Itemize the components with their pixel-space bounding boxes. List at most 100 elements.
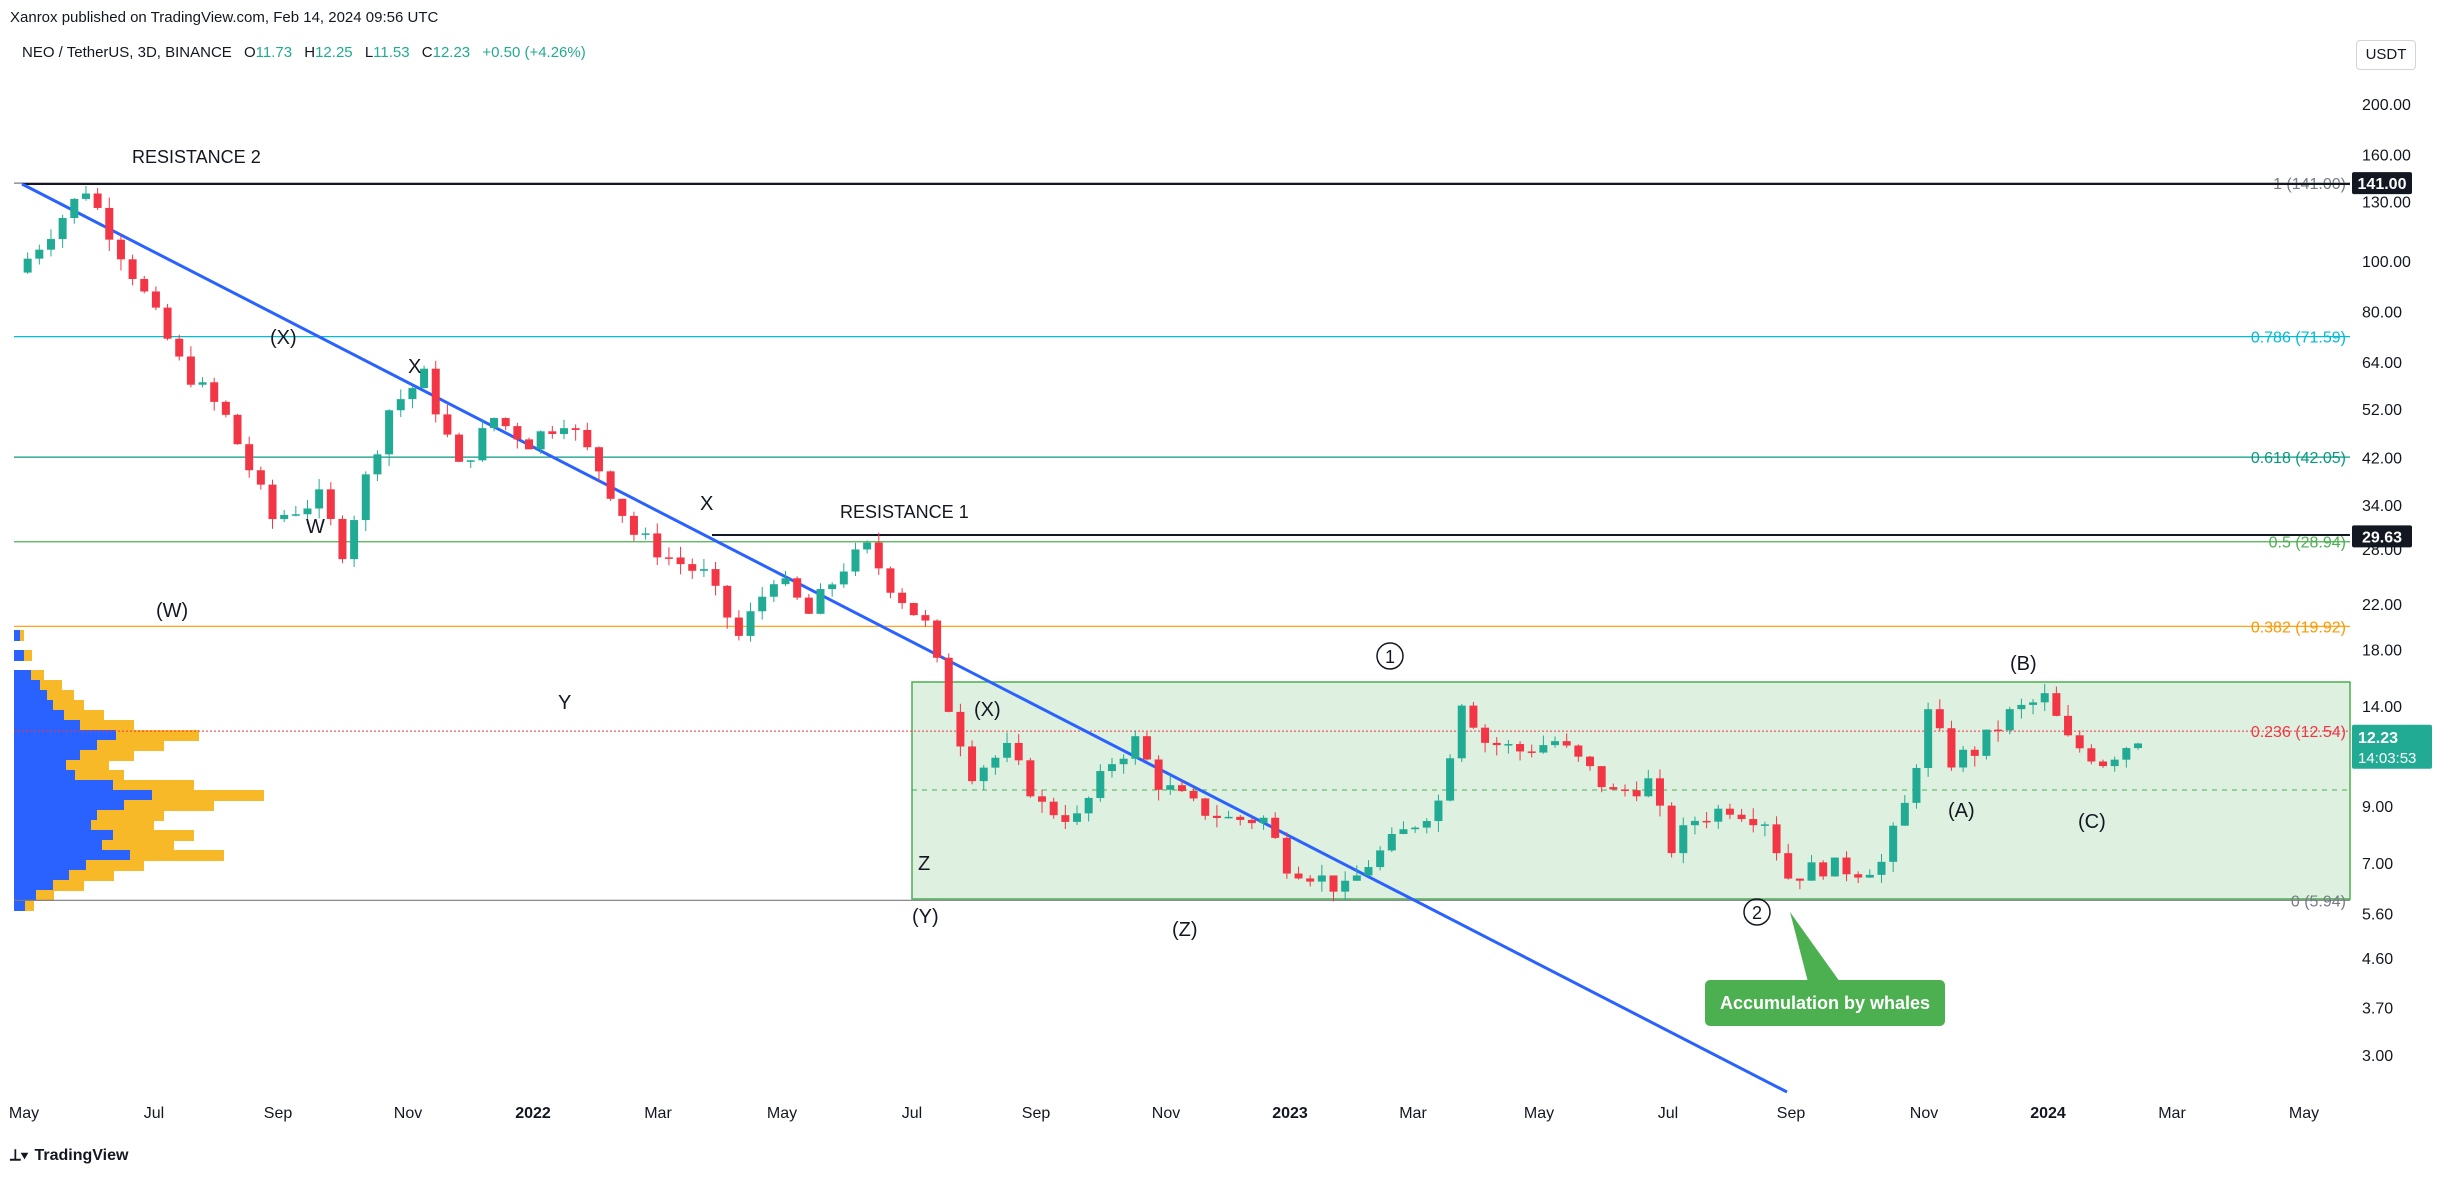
candle-body-16	[198, 382, 207, 385]
volume-row-blue-8	[14, 730, 116, 741]
y-tick-0: 200.00	[2362, 97, 2411, 114]
candle-body-133	[1562, 741, 1571, 746]
x-tick-0: May	[9, 1105, 39, 1122]
candle-body-33	[396, 399, 405, 411]
price-tag-1	[2352, 525, 2412, 548]
x-tick-15: Nov	[1910, 1105, 1938, 1122]
low-label: L	[364, 44, 374, 61]
price-tag-label-1: 29.63	[2362, 529, 2402, 546]
candle-body-4	[58, 218, 67, 240]
open-value: 11.73	[255, 44, 293, 61]
candle-body-78	[921, 615, 930, 621]
candle-body-37	[443, 414, 452, 435]
candle-body-56	[664, 557, 673, 559]
candle-body-44	[525, 439, 534, 450]
y-tick-14: 7.00	[2362, 856, 2393, 873]
y-tick-17: 3.70	[2362, 1001, 2393, 1018]
candle-body-163	[1912, 767, 1921, 803]
candle-body-72	[851, 549, 860, 572]
candle-body-17	[210, 382, 219, 402]
candle-body-42	[501, 418, 510, 427]
candle-body-86	[1014, 742, 1023, 761]
candle-body-87	[1026, 760, 1035, 797]
candle-body-89	[1049, 801, 1058, 816]
candle-body-94	[1107, 764, 1116, 772]
candle-body-19	[233, 414, 242, 445]
x-tick-6: May	[767, 1105, 797, 1122]
candle-body-18	[221, 401, 230, 415]
candle-body-137	[1609, 787, 1618, 790]
candle-body-170	[1994, 729, 2003, 732]
candle-body-101	[1189, 790, 1198, 799]
candle-body-24	[291, 514, 300, 516]
volume-row-blue-7	[14, 720, 80, 731]
currency-selector[interactable]: USDT	[2356, 40, 2416, 70]
high-label: H	[304, 44, 316, 61]
circle-label-2: 2	[1752, 903, 1762, 923]
candle-body-171	[2005, 709, 2014, 731]
price-tag-2	[2352, 724, 2432, 769]
candle-body-174	[2040, 693, 2049, 703]
candle-body-151	[1772, 824, 1781, 854]
candle-body-73	[863, 542, 872, 550]
x-tick-2: Sep	[264, 1105, 293, 1122]
candle-body-83	[979, 767, 988, 782]
candle-body-99	[1166, 785, 1175, 790]
volume-row-blue-4	[14, 690, 47, 701]
candle-body-146	[1714, 808, 1723, 822]
x-tick-1: Jul	[144, 1105, 164, 1122]
x-tick-11: Mar	[1399, 1105, 1427, 1122]
candle-body-10	[128, 259, 137, 280]
y-tick-7: 42.00	[2362, 450, 2402, 467]
x-tick-17: Mar	[2158, 1105, 2186, 1122]
candle-body-58	[688, 564, 697, 571]
volume-row-blue-18	[14, 830, 113, 841]
candle-body-50	[594, 447, 603, 472]
candle-body-135	[1586, 756, 1595, 767]
candle-body-84	[991, 757, 1000, 768]
x-tick-5: Mar	[644, 1105, 672, 1122]
volume-row-blue-14	[14, 790, 152, 801]
candle-body-59	[699, 569, 708, 571]
y-tick-4: 80.00	[2362, 304, 2402, 321]
x-tick-10: 2023	[1272, 1105, 1308, 1122]
circle-label-2-ring	[1743, 898, 1771, 926]
candle-body-53	[629, 515, 638, 535]
wave-label-x-paren-1: (X)	[270, 327, 297, 349]
candle-body-119	[1399, 829, 1408, 835]
callout-box[interactable]	[1705, 980, 1945, 1026]
x-tick-13: Jul	[1658, 1105, 1678, 1122]
candle-body-21	[256, 470, 265, 485]
candle-body-60	[711, 569, 720, 586]
candle-body-65	[769, 584, 778, 597]
fib-label-4: 0.382 (19.92)	[2251, 619, 2346, 636]
candle-body-1	[23, 258, 32, 273]
circle-label-1-ring	[1376, 642, 1404, 670]
trendline-descending[interactable]	[21, 182, 1788, 1094]
wave-label-z: Z	[918, 853, 930, 875]
candle-body-49	[583, 429, 592, 448]
x-tick-18: May	[2289, 1105, 2319, 1122]
candle-body-112	[1317, 875, 1326, 882]
wave-label-z-paren: (Z)	[1172, 919, 1198, 941]
candle-body-167	[1959, 749, 1968, 768]
volume-row-blue-16	[14, 810, 97, 821]
fib-label-1: 0.786 (71.59)	[2251, 330, 2346, 347]
candle-body-173	[2029, 702, 2038, 705]
symbol-legend[interactable]: NEO / TetherUS, 3D, BINANCE O11.73 H12.2…	[22, 44, 586, 61]
volume-row-blue-11	[14, 760, 66, 771]
tradingview-logo-icon: ⟂▾	[10, 1147, 29, 1164]
price-tag-label-0: 141.00	[2358, 176, 2407, 193]
candle-body-75	[886, 568, 895, 593]
candle-body-76	[898, 592, 907, 604]
accumulation-box[interactable]	[911, 681, 2351, 900]
candle-body-69	[816, 589, 825, 614]
candle-body-93	[1096, 771, 1105, 798]
candle-body-125	[1469, 705, 1478, 728]
candle-body-95	[1119, 758, 1128, 765]
candle-body-138	[1620, 789, 1629, 791]
candle-body-11	[140, 279, 149, 292]
callout-text: Accumulation by whales	[1720, 993, 1930, 1013]
candle-body-178	[2087, 748, 2096, 762]
